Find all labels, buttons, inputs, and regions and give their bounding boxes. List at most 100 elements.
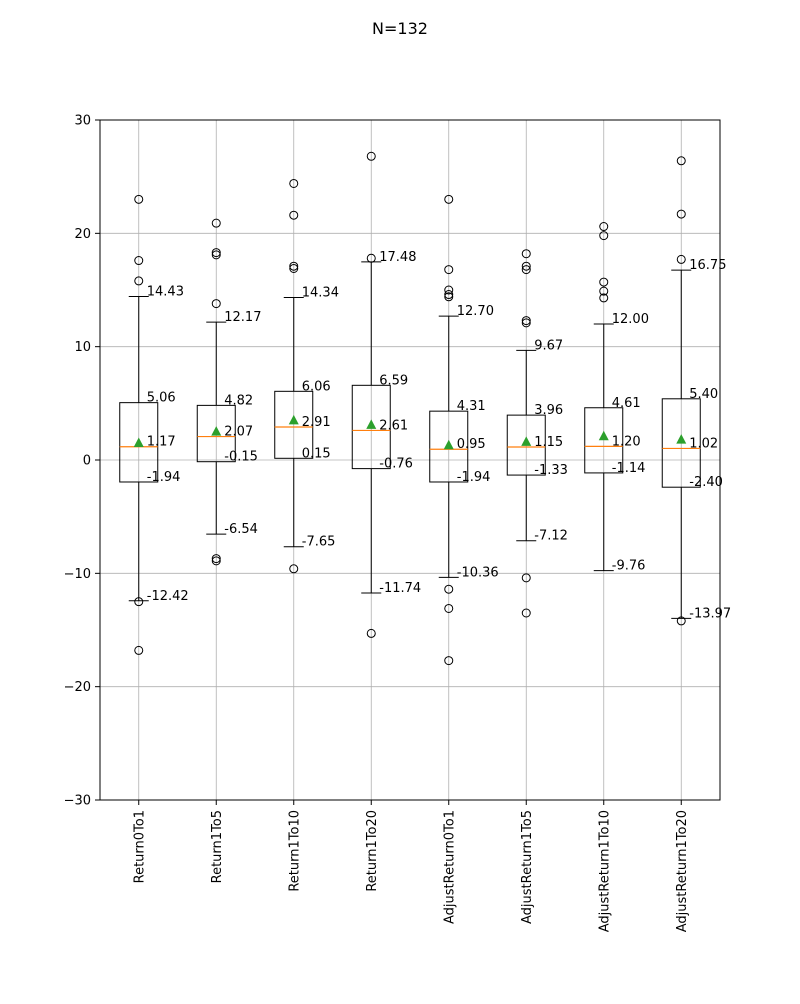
x-tick-label: AdjustReturn1To5 bbox=[520, 810, 535, 924]
box-group bbox=[351, 151, 391, 638]
whisker-high-label: 9.67 bbox=[534, 338, 563, 353]
q3-label: 3.96 bbox=[534, 403, 563, 418]
outlier-point bbox=[444, 584, 454, 594]
outlier-point bbox=[676, 616, 686, 626]
mean-marker bbox=[443, 439, 454, 450]
median-label: 2.91 bbox=[302, 415, 331, 430]
outlier-point bbox=[521, 316, 531, 326]
outlier-point bbox=[521, 573, 531, 583]
x-tick-label: Return1To10 bbox=[287, 810, 302, 892]
outlier-point bbox=[444, 194, 454, 204]
q3-label: 5.06 bbox=[147, 391, 176, 406]
outlier-point bbox=[211, 554, 221, 564]
whisker-high-label: 14.43 bbox=[147, 284, 184, 299]
q1-label: 0.15 bbox=[302, 446, 331, 461]
outlier-point bbox=[444, 603, 454, 613]
outlier-point bbox=[676, 209, 686, 219]
y-tick-label: 30 bbox=[74, 114, 91, 129]
x-tick-label: Return0To1 bbox=[132, 810, 147, 883]
whisker-low-label: -9.76 bbox=[612, 559, 646, 574]
outlier-point bbox=[289, 178, 299, 188]
outlier-point bbox=[289, 210, 299, 220]
outlier-point bbox=[211, 556, 221, 566]
outlier-point bbox=[599, 231, 609, 241]
outlier-point bbox=[444, 290, 454, 300]
x-tick-label: AdjustReturn0To1 bbox=[442, 810, 457, 924]
y-tick-label: 20 bbox=[74, 227, 91, 242]
median-label: 1.17 bbox=[147, 435, 176, 450]
outlier-point bbox=[211, 218, 221, 228]
whisker-high-label: 16.75 bbox=[689, 258, 726, 273]
outlier-point bbox=[366, 253, 376, 263]
whisker-high-label: 12.00 bbox=[612, 312, 649, 327]
outlier-point bbox=[521, 261, 531, 271]
whisker-low-label: -10.36 bbox=[457, 565, 499, 580]
outlier-point bbox=[134, 256, 144, 266]
iqr-box bbox=[196, 404, 236, 463]
outlier-point bbox=[676, 254, 686, 264]
q3-label: 6.59 bbox=[379, 373, 408, 388]
whisker-high-label: 12.70 bbox=[457, 304, 494, 319]
outlier-point bbox=[134, 597, 144, 607]
q3-label: 5.40 bbox=[689, 387, 718, 402]
box-group bbox=[119, 194, 159, 655]
median-label: 2.07 bbox=[224, 425, 253, 440]
stat-label-layer: 14.43 5.06 1.17 -1.94 -12.42 12.17 4.82 2.07 -0.… bbox=[147, 250, 731, 621]
outlier-point bbox=[599, 286, 609, 296]
mean-marker bbox=[133, 437, 144, 447]
q3-label: 6.06 bbox=[302, 379, 331, 394]
q1-label: -1.33 bbox=[534, 463, 568, 478]
outlier-point bbox=[211, 250, 221, 260]
axis-layer: 30 20 10 0 −10 −20 −30 Return0To1 Return1To5 Retu… bbox=[64, 114, 721, 932]
outlier-point bbox=[521, 265, 531, 275]
x-tick-label: Return1To5 bbox=[210, 810, 225, 883]
y-tick-label: −30 bbox=[64, 794, 91, 809]
q1-label: -0.15 bbox=[224, 450, 258, 465]
outlier-point bbox=[444, 265, 454, 275]
box-group bbox=[661, 156, 701, 626]
box-group bbox=[196, 218, 236, 566]
iqr-box bbox=[506, 414, 546, 476]
box-layer bbox=[119, 151, 701, 666]
whisker-low-label: -6.54 bbox=[224, 522, 258, 537]
chart-title: N=132 bbox=[372, 19, 428, 38]
q3-label: 4.82 bbox=[224, 393, 253, 408]
iqr-box bbox=[584, 407, 624, 474]
whisker-low-label: -7.12 bbox=[534, 529, 568, 544]
q1-label: -1.94 bbox=[147, 470, 181, 485]
whisker-low-label: -12.42 bbox=[147, 589, 189, 604]
outlier-point bbox=[444, 285, 454, 295]
whisker-high-label: 14.34 bbox=[302, 285, 339, 300]
outlier-point bbox=[366, 151, 376, 161]
y-tick-label: 10 bbox=[74, 340, 91, 355]
q3-label: 4.61 bbox=[612, 396, 641, 411]
mean-marker bbox=[598, 430, 609, 441]
box-group bbox=[584, 222, 624, 572]
q1-label: -0.76 bbox=[379, 457, 413, 472]
outlier-point bbox=[599, 293, 609, 303]
outlier-point bbox=[134, 194, 144, 204]
outlier-point bbox=[289, 564, 299, 574]
outlier-point bbox=[521, 608, 531, 618]
whisker-low-label: -13.97 bbox=[689, 606, 731, 621]
median-label: 1.20 bbox=[612, 434, 641, 449]
outlier-point bbox=[134, 645, 144, 655]
x-tick-label: Return1To20 bbox=[365, 810, 380, 892]
outlier-point bbox=[521, 318, 531, 328]
iqr-box bbox=[661, 398, 701, 488]
outlier-point bbox=[289, 263, 299, 273]
q1-label: -1.94 bbox=[457, 470, 491, 485]
q1-label: -2.40 bbox=[689, 475, 723, 490]
outlier-point bbox=[289, 261, 299, 271]
q1-label: -1.14 bbox=[612, 461, 646, 476]
mean-marker bbox=[288, 414, 299, 425]
whisker-high-label: 12.17 bbox=[224, 310, 261, 325]
y-tick-label: −10 bbox=[64, 567, 91, 582]
outlier-point bbox=[366, 628, 376, 638]
whisker-low-label: -11.74 bbox=[379, 581, 421, 596]
whisker-high-label: 17.48 bbox=[379, 250, 416, 265]
outlier-point bbox=[444, 656, 454, 666]
